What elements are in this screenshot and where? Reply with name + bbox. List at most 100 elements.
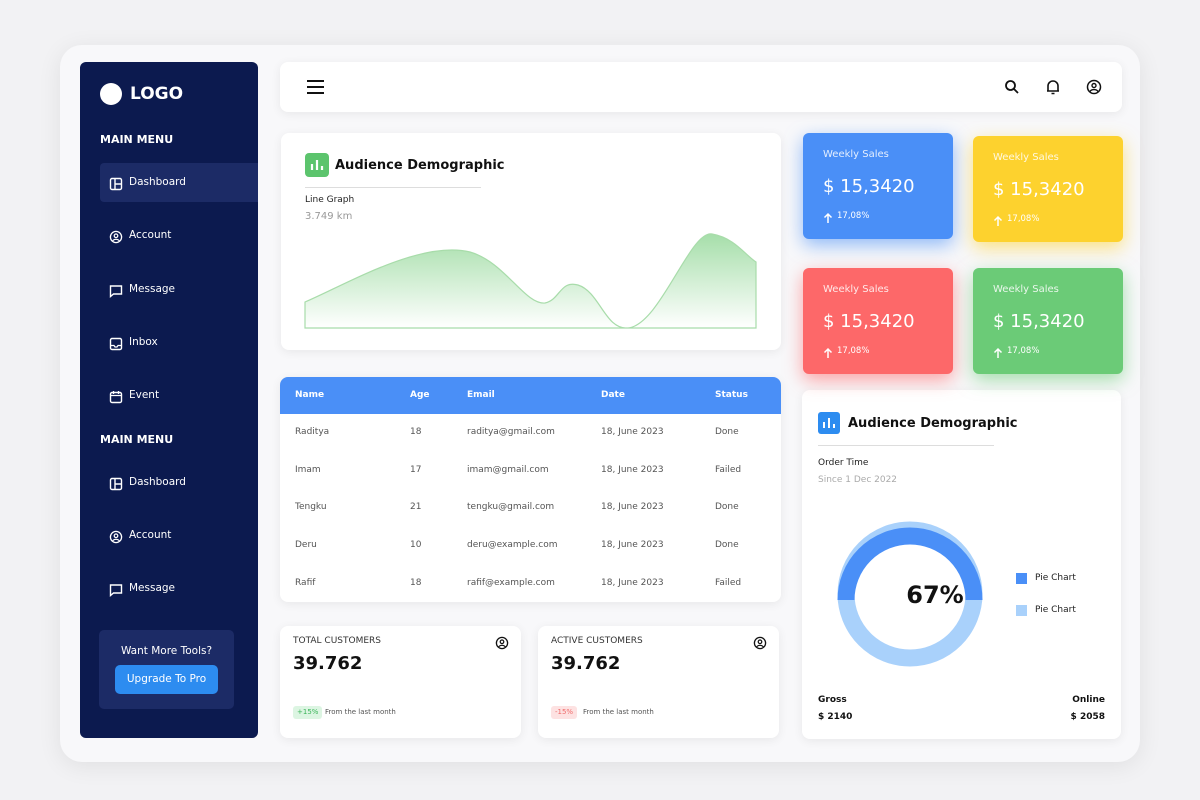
table-cell: 18, June 2023 xyxy=(601,577,664,588)
menu-item[interactable]: Account xyxy=(129,528,172,541)
sales-amount: $ 15,3420 xyxy=(993,179,1085,200)
subtitle: Order Time xyxy=(818,458,869,468)
donut-center: 67% xyxy=(906,581,964,609)
table-cell: 10 xyxy=(410,540,422,551)
table-cell: 18 xyxy=(410,577,422,588)
menu-item[interactable]: Inbox xyxy=(129,335,158,348)
stat-note: From the last month xyxy=(325,708,396,716)
table-cell: 18, June 2023 xyxy=(601,427,664,437)
promo-box: Want More Tools? Upgrade To Pro xyxy=(99,630,234,709)
table-cell: Imam xyxy=(295,464,321,475)
donut xyxy=(837,521,983,667)
column-header: Date xyxy=(601,390,625,400)
menu-icon xyxy=(109,283,123,302)
table-cell: Failed xyxy=(715,577,742,588)
divider xyxy=(305,187,481,188)
active-highlight xyxy=(100,163,258,202)
sales-card: Weekly Sales $ 15,3420 17,08% xyxy=(973,136,1123,242)
profile-icon xyxy=(753,635,767,654)
table-cell: Done xyxy=(715,427,739,437)
top-bar xyxy=(280,62,1122,112)
sales-card: Weekly Sales $ 15,3420 17,08% xyxy=(803,268,953,374)
upgrade-button[interactable]: Upgrade To Pro xyxy=(115,665,218,694)
subtitle: Line Graph xyxy=(305,195,355,205)
table-header xyxy=(280,377,781,414)
table-cell: Done xyxy=(715,540,739,551)
card-icon xyxy=(818,412,840,434)
menu-item[interactable]: Message xyxy=(129,282,176,295)
stat-value: 39.762 xyxy=(551,653,621,674)
table-cell: 18, June 2023 xyxy=(601,502,664,513)
up-arrow xyxy=(991,345,1005,364)
table-cell: Done xyxy=(715,502,739,513)
menu-title: MAIN MENU xyxy=(100,432,174,446)
data-table: Name Age Email Date Status Raditya 18 raditya@g… xyxy=(280,377,781,602)
legend-swatch xyxy=(1016,605,1027,616)
search-icon[interactable] xyxy=(1004,79,1020,95)
menu-item[interactable]: Event xyxy=(129,389,160,402)
sales-change: 17,08% xyxy=(1007,214,1040,224)
line-card: Audience Demographic Line Graph 3.749 km xyxy=(281,133,781,350)
table-cell: tengku@gmail.com xyxy=(467,502,555,513)
stat-value: 39.762 xyxy=(293,653,363,674)
table-cell: raditya@gmail.com xyxy=(467,427,555,437)
sales-label: Weekly Sales xyxy=(993,152,1059,163)
sales-amount: $ 15,3420 xyxy=(993,311,1085,332)
legend-label: Pie Chart xyxy=(1035,573,1076,583)
footer-value: $ 2058 xyxy=(1070,712,1105,722)
profile-icon[interactable] xyxy=(1086,79,1102,95)
up-arrow xyxy=(821,345,835,364)
logo-mark xyxy=(100,83,122,105)
sales-change: 17,08% xyxy=(837,211,870,221)
menu-icon xyxy=(109,229,123,248)
value: 3.749 km xyxy=(305,211,353,222)
menu-item[interactable]: Dashboard xyxy=(129,176,186,188)
table-cell: 18, June 2023 xyxy=(601,540,664,551)
sales-card: Weekly Sales $ 15,3420 17,08% xyxy=(803,133,953,239)
column-header: Status xyxy=(715,390,748,400)
table-cell: imam@gmail.com xyxy=(467,464,549,475)
menu-icon xyxy=(109,176,123,195)
footer-label: Online xyxy=(1072,695,1105,705)
sales-label: Weekly Sales xyxy=(993,284,1059,295)
sales-label: Weekly Sales xyxy=(823,149,889,160)
sales-label: Weekly Sales xyxy=(823,284,889,295)
sales-change: 17,08% xyxy=(1007,346,1040,356)
sales-amount: $ 15,3420 xyxy=(823,311,915,332)
footer-value: $ 2140 xyxy=(818,712,853,722)
menu-item[interactable]: Account xyxy=(129,229,172,242)
column-header: Age xyxy=(410,390,430,400)
sidebar: LOGO MAIN MENU Dashboard Account Message Inbo… xyxy=(80,62,258,738)
column-header: Name xyxy=(295,390,325,400)
table-cell: 21 xyxy=(410,502,422,513)
menu-item[interactable]: Message xyxy=(129,582,176,595)
table-cell: 18, June 2023 xyxy=(601,464,664,475)
table-cell: 17 xyxy=(410,464,422,475)
up-arrow xyxy=(821,210,835,229)
card-icon xyxy=(305,153,329,177)
notification-icon[interactable] xyxy=(1046,79,1060,95)
table-cell: Raditya xyxy=(295,427,330,437)
menu-icon xyxy=(109,582,123,601)
menu-icon xyxy=(109,389,123,408)
menu-title: MAIN MENU xyxy=(100,133,174,146)
table-cell: Rafif xyxy=(295,577,316,588)
stat-note: From the last month xyxy=(583,708,654,716)
stat-badge: +15% xyxy=(293,706,323,719)
table-cell: Tengku xyxy=(295,502,327,513)
menu-button[interactable] xyxy=(306,79,326,95)
table-cell: Deru xyxy=(295,540,317,551)
since: Since 1 Dec 2022 xyxy=(818,475,898,485)
table-cell: Failed xyxy=(715,464,742,475)
sales-change: 17,08% xyxy=(837,346,870,356)
logo: LOGO xyxy=(130,84,184,104)
promo-text: Want More Tools? xyxy=(120,645,213,657)
menu-item[interactable]: Dashboard xyxy=(129,475,186,488)
stat-label: ACTIVE CUSTOMERS xyxy=(551,636,643,646)
menu-icon xyxy=(109,529,123,548)
sales-card: Weekly Sales $ 15,3420 17,08% xyxy=(973,268,1123,374)
menu-icon xyxy=(109,336,123,355)
stat-card: ACTIVE CUSTOMERS 39.762 -15% From the last … xyxy=(538,626,779,738)
stat-label: TOTAL CUSTOMERS xyxy=(293,636,381,646)
